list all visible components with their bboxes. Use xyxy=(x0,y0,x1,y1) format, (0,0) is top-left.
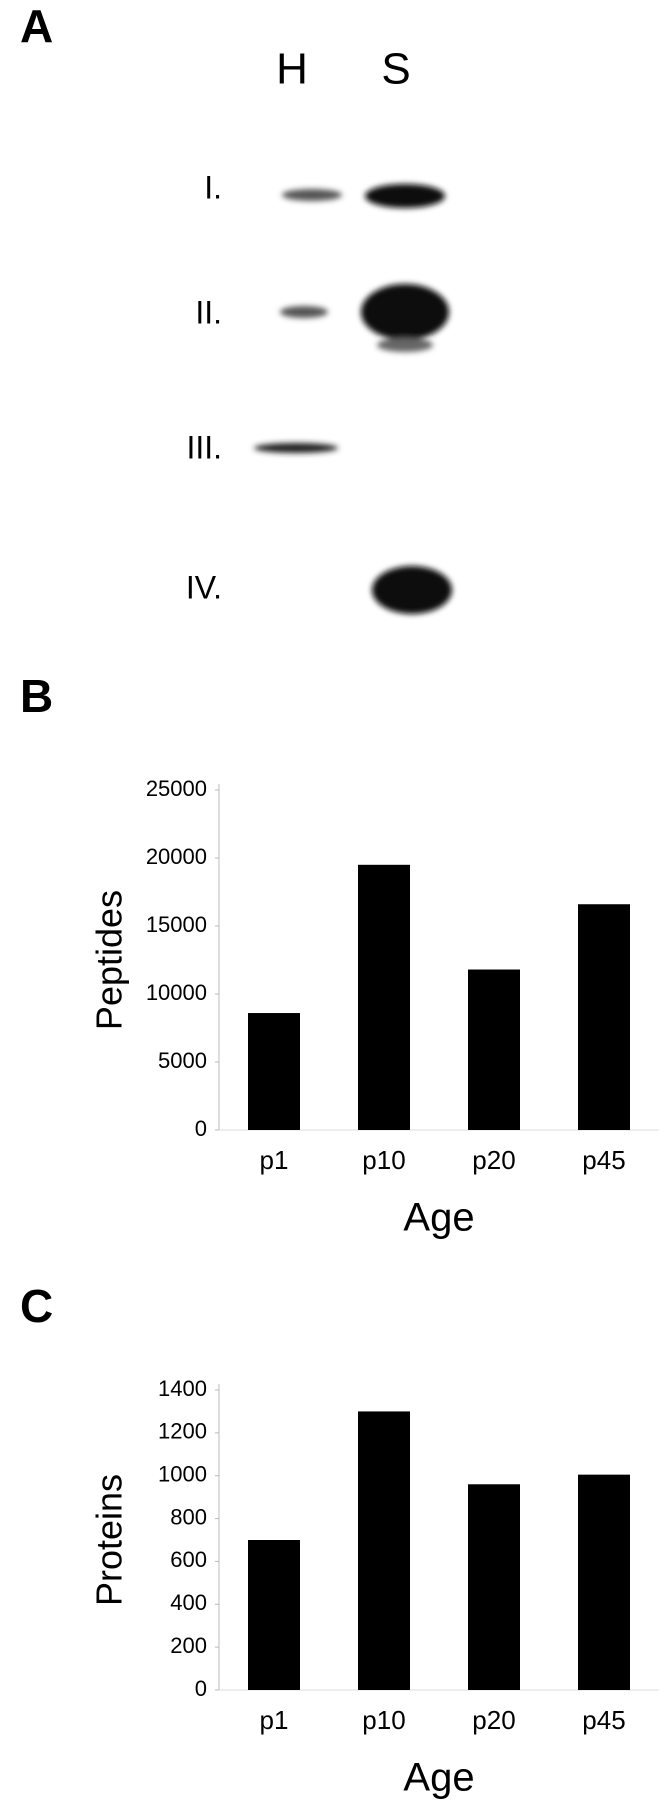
y-tick-label: 0 xyxy=(195,1116,207,1141)
panel-label: A xyxy=(20,0,53,52)
y-axis-title: Peptides xyxy=(89,890,130,1030)
lane-label: S xyxy=(381,45,410,94)
y-tick-label: 1000 xyxy=(158,1462,207,1487)
x-tick-label: p45 xyxy=(582,1705,625,1735)
bar xyxy=(468,969,520,1130)
y-tick-label: 10000 xyxy=(146,980,207,1005)
bar xyxy=(578,904,630,1130)
x-tick-label: p20 xyxy=(472,1705,515,1735)
band xyxy=(372,566,452,614)
bar xyxy=(358,864,410,1130)
y-tick-label: 200 xyxy=(170,1633,207,1658)
y-tick-label: 25000 xyxy=(146,776,207,801)
bar xyxy=(358,1411,410,1690)
row-label: III. xyxy=(186,429,222,465)
y-tick-label: 600 xyxy=(170,1547,207,1572)
lane-label: H xyxy=(276,45,308,94)
x-tick-label: p1 xyxy=(260,1705,289,1735)
row-label: I. xyxy=(204,169,222,205)
x-tick-label: p10 xyxy=(362,1145,405,1175)
y-tick-label: 1400 xyxy=(158,1376,207,1401)
panel-label: B xyxy=(20,670,53,722)
band xyxy=(361,284,449,340)
bar xyxy=(578,1474,630,1690)
panel-label: C xyxy=(20,1280,53,1332)
y-axis-title: Proteins xyxy=(89,1474,130,1606)
x-tick-label: p45 xyxy=(582,1145,625,1175)
x-axis-title: Age xyxy=(403,1756,474,1800)
x-tick-label: p1 xyxy=(260,1145,289,1175)
y-tick-label: 1200 xyxy=(158,1419,207,1444)
y-tick-label: 5000 xyxy=(158,1048,207,1073)
x-tick-label: p10 xyxy=(362,1705,405,1735)
y-tick-label: 800 xyxy=(170,1504,207,1529)
y-tick-label: 0 xyxy=(195,1676,207,1701)
row-label: IV. xyxy=(186,569,222,605)
band xyxy=(377,338,433,352)
y-tick-label: 400 xyxy=(170,1590,207,1615)
band xyxy=(280,306,328,318)
blot-bands xyxy=(254,184,452,614)
bar xyxy=(248,1540,300,1690)
x-tick-label: p20 xyxy=(472,1145,515,1175)
y-tick-label: 20000 xyxy=(146,844,207,869)
x-axis-title: Age xyxy=(403,1196,474,1240)
row-label: II. xyxy=(195,294,222,330)
band xyxy=(282,189,342,201)
band xyxy=(254,443,338,453)
y-tick-label: 15000 xyxy=(146,912,207,937)
band xyxy=(365,184,445,208)
bar xyxy=(248,1013,300,1130)
bar xyxy=(468,1484,520,1690)
